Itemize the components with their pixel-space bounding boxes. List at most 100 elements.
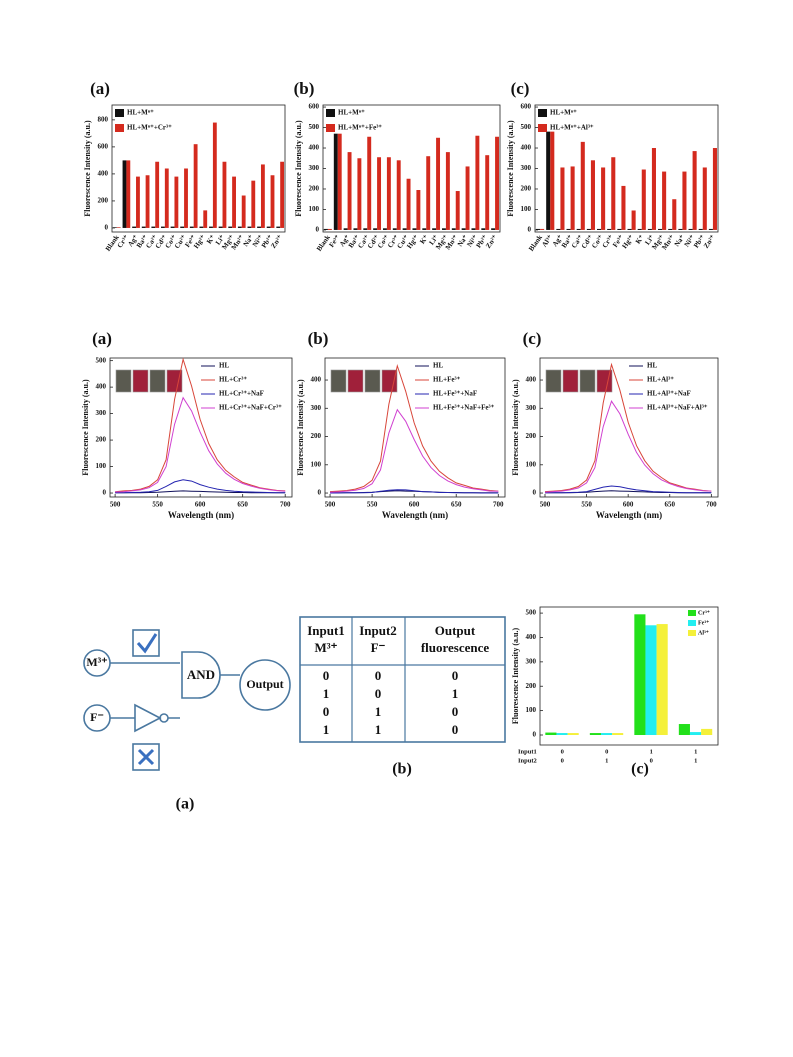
inset-vial: [381, 369, 398, 393]
plot-frame: [539, 357, 719, 498]
bar: [132, 226, 137, 228]
bar: [536, 228, 541, 230]
y-tick-label: 0: [105, 224, 109, 232]
bar: [556, 228, 561, 230]
inset-vial: [364, 369, 381, 393]
bar: [347, 152, 352, 230]
x-row-name: Input2: [518, 757, 537, 764]
chart: 0 200 400 600 800 Fluorescence Intensity (a.u…: [83, 79, 286, 253]
y-tick-label: 500: [521, 123, 532, 131]
x-tick-label: 1: [605, 757, 608, 764]
panel-label: (a): [176, 796, 195, 813]
y-tick-label: 600: [98, 142, 109, 150]
chart: 0 100 200 300 400 500 Fluorescence Intensity (…: [81, 329, 293, 520]
bar: [180, 226, 185, 228]
bar: [241, 195, 246, 228]
bar: [353, 228, 358, 230]
bar: [382, 228, 387, 230]
bar: [560, 167, 565, 230]
bar: [546, 131, 551, 230]
chart: 0 100 200 300 400 500 600 Fluorescence Intensit…: [506, 79, 719, 253]
bar: [702, 167, 707, 230]
y-tick-label: 200: [521, 185, 532, 193]
table-header: M³⁺: [314, 640, 337, 655]
bar: [471, 228, 476, 230]
legend-label: HL+Al³⁺+NaF: [647, 390, 691, 398]
inset-vial: [579, 369, 596, 393]
x-tick-label: 550: [152, 501, 163, 509]
table-cell: 1: [323, 686, 330, 701]
y-tick-label: 200: [526, 682, 537, 690]
bar: [122, 160, 127, 228]
plot-frame: [111, 104, 286, 233]
legend-label: HL: [647, 362, 657, 370]
bar: [637, 228, 642, 230]
bar: [193, 144, 198, 228]
bar: [337, 133, 342, 230]
y-axis-label: Fluorescence Intensity (a.u.): [296, 379, 305, 476]
bar: [392, 228, 397, 230]
y-tick-label: 200: [98, 197, 109, 205]
bar: [257, 226, 261, 228]
legend-label: Al³⁺: [698, 629, 709, 636]
legend-label: HL+Mⁿ⁺: [550, 109, 577, 117]
bar: [377, 157, 382, 230]
legend-label: HL+Mⁿ⁺+Al³⁺: [550, 124, 594, 132]
y-tick-label: 300: [521, 164, 532, 172]
bar: [218, 226, 223, 228]
legend-label: HL: [219, 362, 229, 370]
bar: [597, 228, 602, 230]
legend-label: HL+Cr³⁺+NaF: [219, 390, 264, 398]
bar: [184, 168, 188, 228]
y-tick-label: 500: [309, 123, 320, 131]
bar: [600, 733, 613, 736]
bar: [247, 226, 252, 228]
bar: [164, 168, 169, 228]
y-axis-label: Fluorescence Intensity (a.u.): [81, 379, 90, 476]
y-tick-label: 200: [309, 185, 320, 193]
bar: [373, 228, 378, 230]
bar: [495, 136, 500, 230]
bar: [402, 228, 407, 230]
x-tick-label: 650: [237, 501, 248, 509]
x-tick-label: 550: [581, 501, 592, 509]
y-tick-label: 100: [526, 460, 537, 468]
line-series: [115, 357, 286, 493]
cross-box: [132, 743, 160, 771]
table-cell: 1: [375, 722, 382, 737]
y-tick-label: 400: [96, 383, 107, 391]
bar: [412, 228, 417, 230]
bar: [432, 228, 437, 230]
inset-vial: [596, 369, 613, 393]
plot-frame: [109, 357, 293, 498]
bar: [550, 131, 555, 230]
legend-swatch: [538, 109, 547, 117]
chart: 0 100 200 300 400 Fluorescence Intensity (a.u…: [296, 329, 506, 520]
bar: [481, 228, 486, 230]
legend-swatch: [688, 610, 696, 616]
legend-label: HL+Fe³⁺+NaF: [433, 390, 477, 398]
bar: [251, 180, 256, 228]
x-tick-label: Zn²⁺: [269, 233, 284, 250]
bar: [645, 625, 657, 736]
bar: [222, 161, 227, 228]
bar: [232, 176, 236, 228]
table-cell: 0: [323, 668, 330, 683]
y-tick-label: 100: [309, 205, 320, 213]
bar: [589, 733, 601, 736]
bar: [209, 226, 213, 228]
bar: [631, 210, 636, 230]
not-bubble: [159, 713, 169, 723]
bar: [228, 226, 233, 228]
bar: [445, 152, 450, 230]
legend-swatch: [688, 620, 696, 626]
x-tick-label: 1: [650, 748, 653, 755]
bar: [475, 135, 480, 230]
bar: [416, 190, 421, 230]
bar: [701, 728, 713, 736]
legend-label: HL+Mⁿ⁺+Fe³⁺: [338, 124, 382, 132]
legend-label: HL+Mⁿ⁺: [127, 109, 154, 117]
x-axis-label: Wavelength (nm): [596, 510, 662, 520]
y-tick-label: 800: [98, 115, 109, 123]
bar: [698, 228, 703, 230]
